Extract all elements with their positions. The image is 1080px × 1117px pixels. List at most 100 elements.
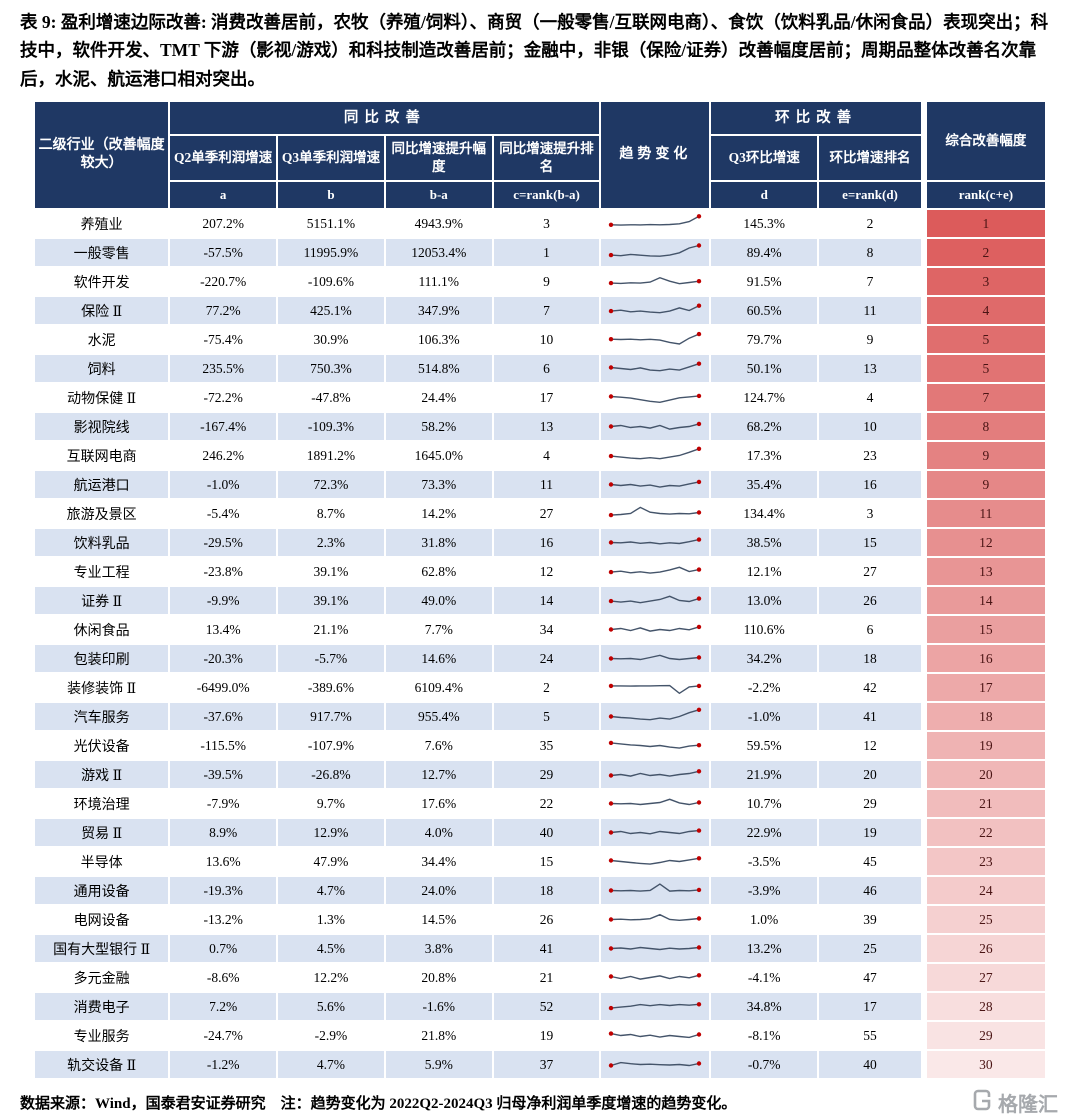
yoy-rank: 15 [491,846,602,878]
q2-growth: 0.7% [168,933,279,965]
trend-sparkline [599,817,712,849]
qoq-growth: 34.2% [709,643,820,675]
table-row: 贸易 Ⅱ 8.9% 12.9% 4.0% 40 22.9% 19 22 [32,817,1048,849]
industry-name: 多元金融 [32,962,171,994]
composite-rank: 1 [920,208,1048,240]
trend-sparkline [599,469,712,501]
yoy-improvement: 5.9% [383,1049,494,1081]
table-row: 国有大型银行 Ⅱ 0.7% 4.5% 3.8% 41 13.2% 25 26 [32,933,1048,965]
composite-rank: 9 [920,469,1048,501]
q2-growth: 207.2% [168,208,279,240]
yoy-improvement: 17.6% [383,788,494,820]
yoy-improvement: 4943.9% [383,208,494,240]
trend-sparkline [599,614,712,646]
trend-sparkline [599,904,712,936]
q3-growth: 47.9% [276,846,386,878]
q3-growth: 2.3% [276,527,386,559]
q3-growth: 30.9% [276,324,386,356]
composite-rank: 19 [920,730,1048,762]
q3-growth: 4.5% [276,933,386,965]
q3-growth: -109.3% [276,411,386,443]
q3-growth: 21.1% [276,614,386,646]
q3-growth: -109.6% [276,266,386,298]
subheader-b: b [276,180,386,211]
composite-rank: 28 [920,991,1048,1023]
yoy-rank: 27 [491,498,602,530]
trend-sparkline [599,672,712,704]
qoq-rank: 39 [817,904,925,936]
qoq-growth: 124.7% [709,382,820,414]
q2-growth: 13.4% [168,614,279,646]
table-row: 航运港口 -1.0% 72.3% 73.3% 11 35.4% 16 9 [32,469,1048,501]
qoq-growth: -8.1% [709,1020,820,1052]
qoq-growth: 10.7% [709,788,820,820]
yoy-rank: 11 [491,469,602,501]
qoq-rank: 42 [817,672,925,704]
q3-growth: 425.1% [276,295,386,327]
header-qoq-growth: Q3环比增速 [709,134,820,183]
qoq-rank: 3 [817,498,925,530]
watermark: 格隆汇 [971,1088,1058,1117]
table-row: 动物保健 Ⅱ -72.2% -47.8% 24.4% 17 124.7% 4 7 [32,382,1048,414]
q3-growth: -107.9% [276,730,386,762]
qoq-rank: 2 [817,208,925,240]
trend-sparkline [599,382,712,414]
industry-name: 专业服务 [32,1020,171,1052]
qoq-rank: 45 [817,846,925,878]
table-row: 半导体 13.6% 47.9% 34.4% 15 -3.5% 45 23 [32,846,1048,878]
gelonghui-logo-icon [971,1089,993,1117]
yoy-improvement: 7.7% [383,614,494,646]
industry-name: 动物保健 Ⅱ [32,382,171,414]
table-title: 表 9: 盈利增速边际改善: 消费改善居前，农牧（养殖/饲料）、商贸（一般零售/… [20,12,1049,89]
yoy-rank: 1 [491,237,602,269]
yoy-improvement: 24.4% [383,382,494,414]
trend-sparkline [599,353,712,385]
qoq-growth: 34.8% [709,991,820,1023]
q3-growth: 1891.2% [276,440,386,472]
yoy-improvement: 7.6% [383,730,494,762]
q3-growth: -2.9% [276,1020,386,1052]
qoq-rank: 40 [817,1049,925,1081]
q2-growth: 246.2% [168,440,279,472]
qoq-rank: 23 [817,440,925,472]
yoy-improvement: 1645.0% [383,440,494,472]
trend-sparkline [599,933,712,965]
q2-growth: -23.8% [168,556,279,588]
industry-name: 水泥 [32,324,171,356]
qoq-rank: 13 [817,353,925,385]
table-row: 消费电子 7.2% 5.6% -1.6% 52 34.8% 17 28 [32,991,1048,1023]
trend-sparkline [599,266,712,298]
composite-rank: 2 [920,237,1048,269]
q2-growth: -1.2% [168,1049,279,1081]
table-row: 环境治理 -7.9% 9.7% 17.6% 22 10.7% 29 21 [32,788,1048,820]
qoq-growth: 60.5% [709,295,820,327]
table-row: 养殖业 207.2% 5151.1% 4943.9% 3 145.3% 2 1 [32,208,1048,240]
qoq-rank: 11 [817,295,925,327]
q2-growth: -167.4% [168,411,279,443]
yoy-improvement: 49.0% [383,585,494,617]
industry-name: 旅游及景区 [32,498,171,530]
industry-name: 贸易 Ⅱ [32,817,171,849]
q2-growth: -115.5% [168,730,279,762]
table-row: 电网设备 -13.2% 1.3% 14.5% 26 1.0% 39 25 [32,904,1048,936]
qoq-growth: -3.5% [709,846,820,878]
q2-growth: -39.5% [168,759,279,791]
qoq-growth: -0.7% [709,1049,820,1081]
industry-name: 轨交设备 Ⅱ [32,1049,171,1081]
q2-growth: 77.2% [168,295,279,327]
qoq-rank: 18 [817,643,925,675]
yoy-improvement: 106.3% [383,324,494,356]
header-yoy-improvement: 同比增速提升幅度 [383,134,494,183]
q2-growth: -5.4% [168,498,279,530]
yoy-improvement: 34.4% [383,846,494,878]
qoq-growth: 68.2% [709,411,820,443]
subheader-a: a [168,180,279,211]
header-q2-growth: Q2单季利润增速 [168,134,279,183]
q2-growth: -6499.0% [168,672,279,704]
yoy-rank: 26 [491,904,602,936]
industry-name: 通用设备 [32,875,171,907]
composite-rank: 4 [920,295,1048,327]
qoq-rank: 29 [817,788,925,820]
table-row: 饲料 235.5% 750.3% 514.8% 6 50.1% 13 5 [32,353,1048,385]
industry-name: 游戏 Ⅱ [32,759,171,791]
